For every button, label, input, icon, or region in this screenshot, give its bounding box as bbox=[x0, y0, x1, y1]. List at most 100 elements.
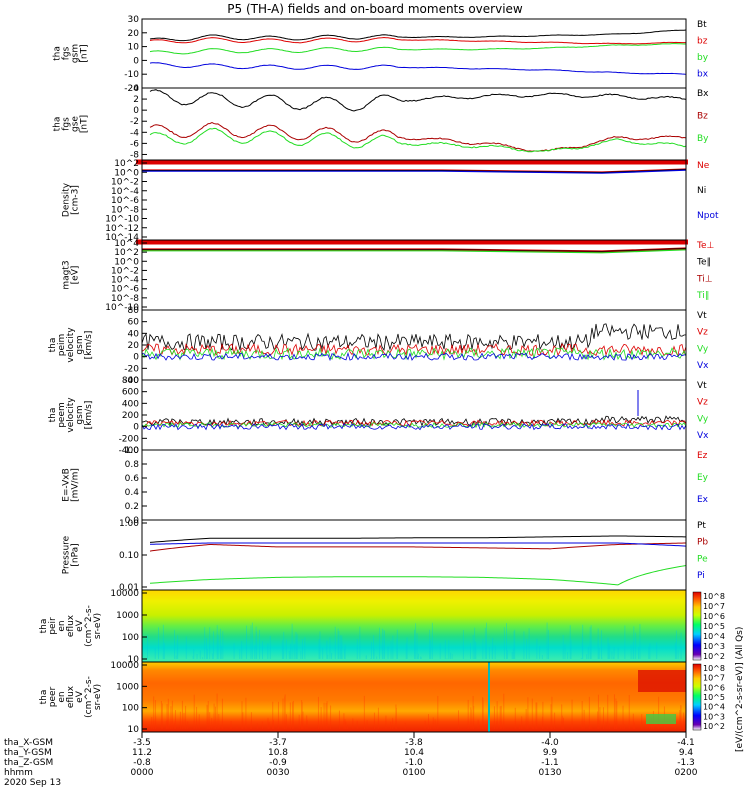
spectrogram bbox=[142, 662, 686, 732]
y-label-line: gse bbox=[71, 116, 81, 132]
y-tick-label: 200 bbox=[122, 411, 139, 421]
y-label-line: gsm bbox=[75, 405, 85, 424]
colorbar-tick-label: 10^7 bbox=[703, 674, 725, 683]
x-tick-label: 9.4 bbox=[679, 748, 694, 758]
series-line-Vz bbox=[141, 419, 687, 427]
x-tick-label: 11.2 bbox=[132, 748, 152, 758]
y-tick-label: 60 bbox=[128, 318, 140, 328]
series-line-Vx bbox=[141, 351, 687, 362]
y-tick-label: 0.2 bbox=[125, 502, 139, 512]
legend-entry: Ey bbox=[697, 473, 709, 483]
colorbar-tick-label: 10^5 bbox=[703, 693, 725, 702]
y-label-line: [km/s] bbox=[84, 401, 94, 430]
legend-entry: Vy bbox=[697, 344, 709, 354]
legend-entry: Ni bbox=[697, 186, 706, 196]
legend-entry: Te⊥ bbox=[696, 241, 715, 251]
colorbar-tick-label: 10^4 bbox=[703, 632, 725, 641]
panel-10: 10^810^710^610^510^410^310^2 [eV/(cm^2-s-… bbox=[39, 627, 745, 752]
series-line-By bbox=[149, 127, 687, 153]
panel-frame bbox=[141, 87, 687, 161]
series-line-Vt bbox=[141, 415, 687, 427]
panel-8: 1.00 0.10 0.01 Pressure [nPa] Pt Pb Pe Pi bbox=[62, 519, 709, 593]
y-label-line: eV bbox=[75, 619, 85, 632]
y-label-line: [nPa] bbox=[71, 543, 81, 566]
panel-7: 1.0 0.8 0.6 0.4 0.2 0.0 E=-VxB [mV/m] Ez Ey Ex bbox=[62, 446, 709, 526]
x-tick-label: 0030 bbox=[267, 768, 290, 778]
y-tick-label: 0.01 bbox=[119, 583, 139, 593]
y-tick-label: 10000 bbox=[110, 661, 139, 671]
y-axis-label: E=-VxB [mV/m] bbox=[62, 468, 81, 502]
y-tick-label: 400 bbox=[122, 399, 139, 409]
panel-frame bbox=[141, 449, 687, 521]
legend-entry: Npot bbox=[697, 211, 719, 221]
colorbar-tick-label: 10^6 bbox=[703, 683, 725, 692]
legend-entry: Vz bbox=[697, 398, 708, 408]
colorbar bbox=[692, 591, 702, 661]
y-tick-label: 0 bbox=[133, 56, 139, 66]
y-tick-label: 600 bbox=[122, 388, 139, 398]
series-line-Pb bbox=[149, 542, 687, 552]
panel-frame bbox=[141, 309, 687, 381]
legend-entry: Bz bbox=[697, 112, 708, 122]
figure-title: P5 (TH-A) fields and on-board moments ov… bbox=[227, 2, 523, 16]
y-tick-label: 10 bbox=[128, 655, 140, 665]
y-tick-label: -40 bbox=[124, 376, 139, 386]
series-line-Npot bbox=[142, 169, 687, 174]
y-tick-label: 10 bbox=[128, 725, 140, 735]
spectrogram-texture bbox=[141, 693, 685, 729]
y-tick-label: 10^-4 bbox=[111, 276, 139, 286]
y-label-line: velocity bbox=[66, 327, 76, 363]
y-label-line: peer bbox=[48, 686, 58, 707]
colorbar-tick-label: 10^3 bbox=[703, 712, 725, 721]
legend-entry: Vt bbox=[697, 311, 707, 321]
x-tick-label: 0000 bbox=[131, 768, 154, 778]
series-line-bx bbox=[149, 62, 687, 75]
series-line-Pe bbox=[149, 565, 687, 586]
series-line-Bt bbox=[149, 29, 687, 42]
legend-entry: Bx bbox=[697, 89, 709, 99]
y-label-line: eflux bbox=[66, 614, 76, 637]
legend-entry: Pe bbox=[697, 554, 708, 564]
y-label-line: [km/s] bbox=[84, 331, 94, 360]
x-tick-label: -1.1 bbox=[541, 758, 559, 768]
y-tick-label: 10^-14 bbox=[105, 233, 139, 243]
panel-3: 10^210^010^-210^-410^-610^-810^-1010^-12… bbox=[62, 159, 719, 243]
series-line-Vy bbox=[141, 346, 687, 361]
y-tick-label: -6 bbox=[130, 139, 139, 149]
y-tick-label: 10^-10 bbox=[105, 215, 139, 225]
y-label-line: tha bbox=[39, 619, 49, 634]
legend-entry: Vt bbox=[697, 381, 707, 391]
y-tick-label: 10^-6 bbox=[111, 196, 139, 206]
y-tick-label: 10^-8 bbox=[111, 294, 139, 304]
legend-entry: Te∥ bbox=[696, 258, 711, 268]
y-tick-label: 0 bbox=[133, 423, 139, 433]
y-tick-label: -20 bbox=[124, 364, 139, 374]
colorbar-tick-label: 10^7 bbox=[703, 602, 725, 611]
y-label-line: sr-eV) bbox=[93, 684, 103, 710]
y-tick-label: 0.4 bbox=[125, 488, 140, 498]
colorbar-tick-label: 10^2 bbox=[703, 722, 725, 731]
y-tick-label: 1000 bbox=[116, 611, 139, 621]
panel-4: 10^410^210^010^-210^-410^-610^-810^-10 ma… bbox=[62, 239, 715, 313]
legend-entry: Pi bbox=[697, 571, 705, 581]
legend-entry: bx bbox=[697, 69, 709, 79]
x-tick-label: -3.8 bbox=[405, 738, 423, 748]
y-axis-label: tha fgs gse [nT] bbox=[53, 115, 90, 133]
colorbar-tick-label: 10^8 bbox=[703, 664, 725, 673]
legend-entry: By bbox=[697, 134, 709, 144]
spectrogram-feature bbox=[638, 670, 686, 692]
y-label-line: fgs bbox=[62, 46, 72, 60]
y-tick-label: -20 bbox=[124, 84, 139, 94]
legend-entry: Vx bbox=[697, 361, 709, 371]
y-label-line: [nT] bbox=[80, 44, 90, 62]
legend-entry: Ne bbox=[697, 161, 710, 171]
y-tick-label: -2 bbox=[130, 117, 139, 127]
colorbar-tick-label: 10^6 bbox=[703, 612, 725, 621]
x-axis-row-label: tha_Y-GSM bbox=[4, 748, 52, 758]
legend-entry: bz bbox=[697, 36, 708, 46]
y-label-line: [cm-3] bbox=[71, 185, 81, 215]
y-label-line: peem bbox=[57, 402, 67, 428]
y-label-line: sr-eV) bbox=[93, 613, 103, 639]
y-label-line: (cm^2-s- bbox=[84, 605, 94, 647]
